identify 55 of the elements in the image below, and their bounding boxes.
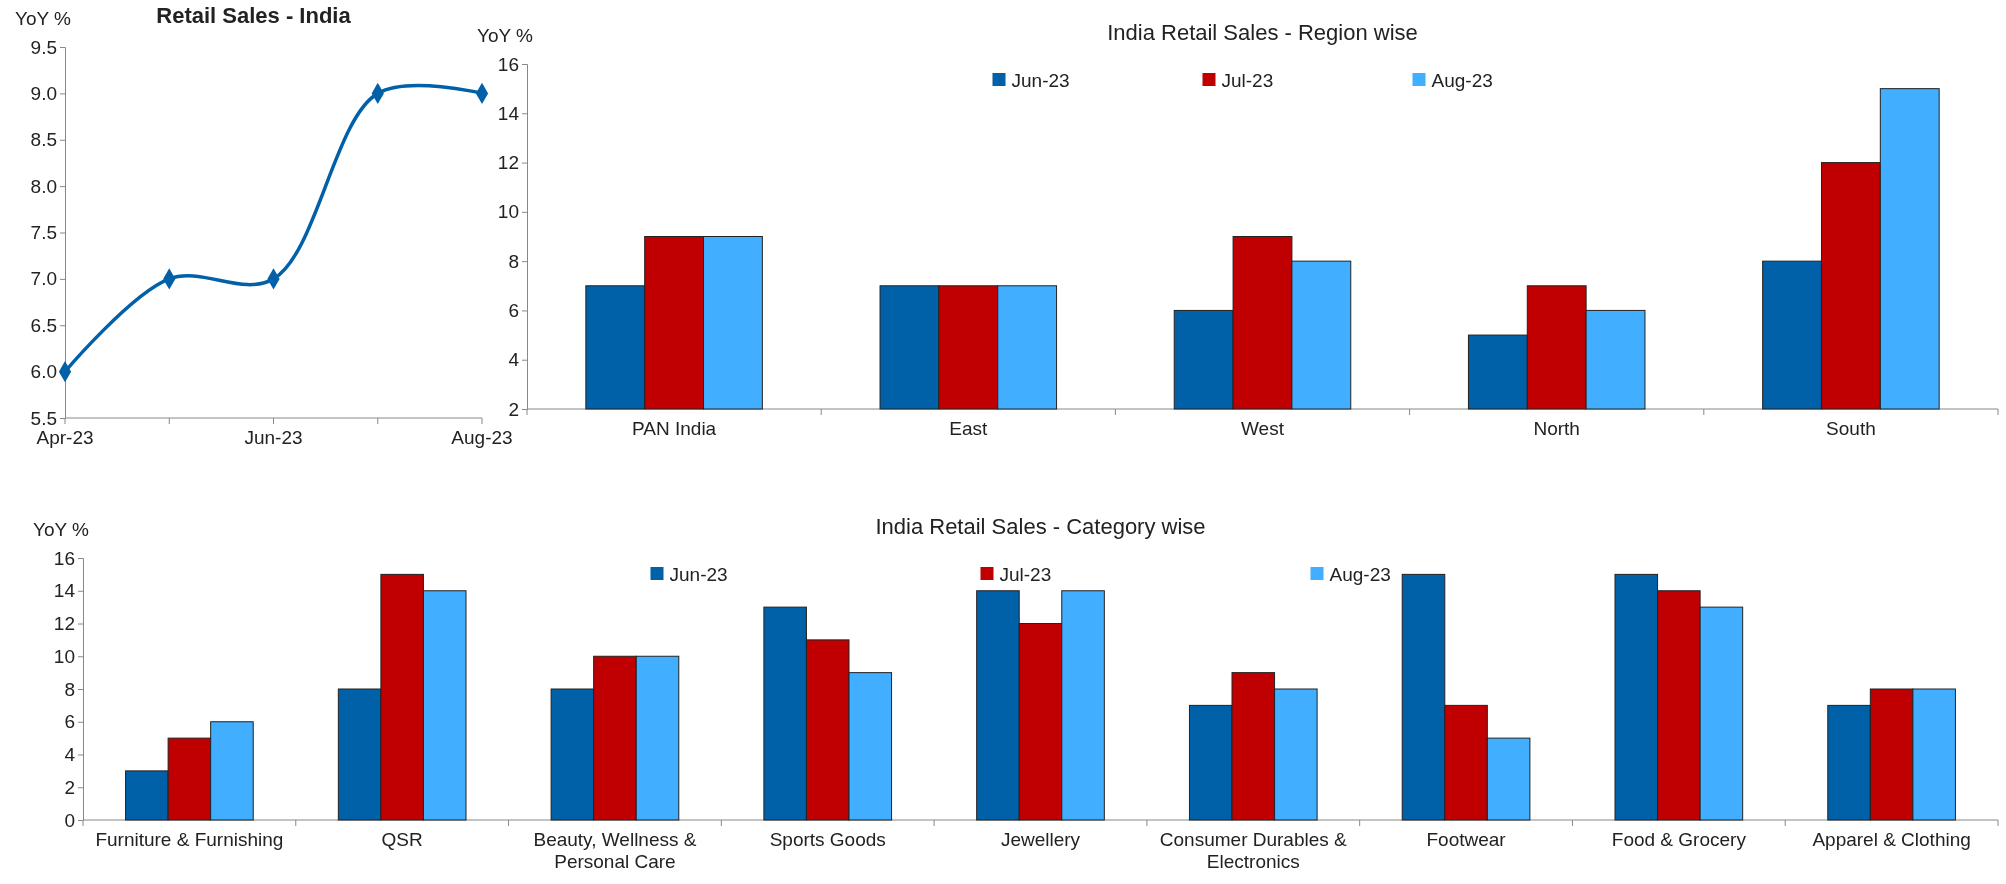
legend-label: Aug-23 <box>1431 69 1493 91</box>
y-axis-title: YoY % <box>477 25 534 46</box>
y-tick-label: 8.5 <box>30 129 57 151</box>
y-tick-label: 14 <box>497 102 520 124</box>
y-tick-label: 16 <box>53 547 75 569</box>
y-tick-label: 12 <box>53 613 75 635</box>
y-tick-label: 4 <box>508 349 520 371</box>
x-tick-label: East <box>949 417 989 439</box>
x-tick-label: Apparel & Clothing <box>1812 828 1971 850</box>
y-tick-label: 0 <box>64 809 75 831</box>
y-tick-label: 10 <box>497 201 519 223</box>
x-tick-label: Consumer Durables & Electronics <box>1159 828 1348 873</box>
y-tick-label: 6 <box>508 300 519 322</box>
y-tick-label: 7.5 <box>30 222 57 244</box>
x-tick-label: North <box>1533 417 1580 439</box>
y-tick-label: 8.0 <box>30 175 57 197</box>
y-tick-label: 8 <box>64 678 75 700</box>
x-tick-label: Sports Goods <box>769 828 886 850</box>
y-tick-label: 4 <box>64 744 76 766</box>
legend-label: Jul-23 <box>1221 69 1274 91</box>
y-tick-label: 10 <box>53 645 75 667</box>
x-tick-label: South <box>1826 417 1876 439</box>
y-tick-label: 6.0 <box>30 361 57 383</box>
y-tick-label: 16 <box>497 53 519 75</box>
y-tick-label: 2 <box>64 776 75 798</box>
chart-title: India Retail Sales - Region wise <box>1107 20 1418 45</box>
x-tick-label: Footwear <box>1426 828 1507 850</box>
x-tick-label: Furniture & Furnishing <box>95 828 284 850</box>
y-tick-label: 6.5 <box>30 314 57 336</box>
chart-title: Retail Sales - India <box>156 3 352 28</box>
y-tick-label: 5.5 <box>30 407 57 429</box>
chart-title: India Retail Sales - Category wise <box>875 514 1206 539</box>
x-tick-label: Beauty, Wellness & Personal Care <box>533 828 697 873</box>
y-tick-label: 2 <box>508 398 519 420</box>
x-tick-label: Jun-23 <box>244 426 303 448</box>
y-tick-label: 8 <box>508 250 519 272</box>
x-tick-label: West <box>1241 417 1285 439</box>
x-tick-label: PAN India <box>632 417 717 439</box>
legend-label: Jun-23 <box>1011 69 1070 91</box>
y-tick-label: 6 <box>64 711 75 733</box>
x-tick-label: Food & Grocery <box>1611 828 1747 850</box>
x-tick-label: QSR <box>381 828 423 850</box>
y-tick-label: 9.0 <box>30 82 57 104</box>
legend-label: Jun-23 <box>669 563 728 585</box>
x-tick-label: Jewellery <box>1000 828 1081 850</box>
y-tick-label: 9.5 <box>30 36 57 58</box>
y-tick-label: 7.0 <box>30 268 57 290</box>
legend-label: Jul-23 <box>999 563 1052 585</box>
y-axis-title: YoY % <box>33 519 90 540</box>
legend-label: Aug-23 <box>1329 563 1391 585</box>
x-tick-label: Apr-23 <box>36 426 94 448</box>
y-tick-label: 14 <box>53 580 76 602</box>
y-axis-title: YoY % <box>15 8 72 29</box>
y-tick-label: 12 <box>497 152 519 174</box>
x-tick-label: Aug-23 <box>451 426 513 448</box>
